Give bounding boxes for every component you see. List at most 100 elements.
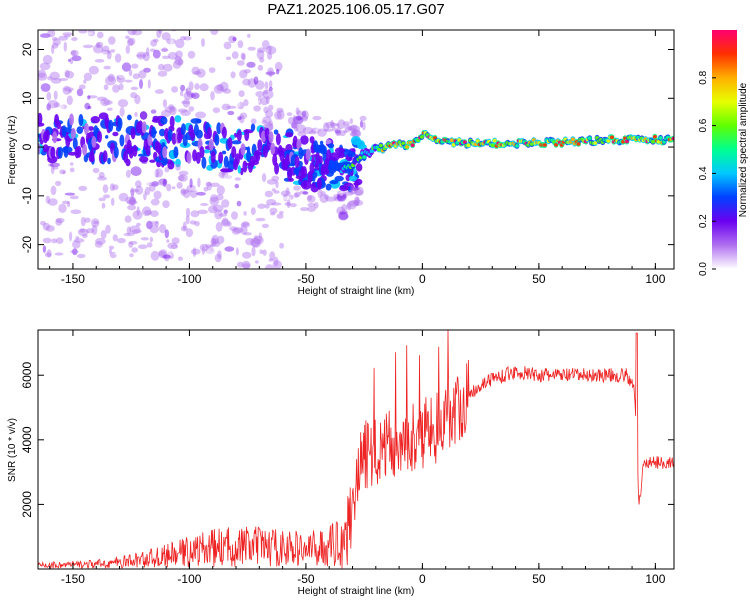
spectrogram-cell <box>51 238 57 244</box>
spectrogram-cell <box>293 193 299 198</box>
spectrogram-cell <box>149 224 159 234</box>
spectrogram-cell <box>112 184 119 191</box>
spectrogram-cell <box>178 174 188 182</box>
spectrogram-cell <box>257 96 262 106</box>
spectrogram-cell <box>339 191 344 197</box>
spectrogram-cell <box>211 234 219 244</box>
spectrogram-cell <box>255 260 259 264</box>
spectrogram-cell <box>279 242 284 249</box>
spectrogram-cell <box>125 45 130 54</box>
spectrogram-cell <box>355 163 363 172</box>
spectrogram-cell <box>91 135 97 148</box>
spectrogram-cell <box>103 84 109 91</box>
spectrogram-cell <box>338 116 348 125</box>
spectrogram-cell <box>270 142 276 155</box>
spectrogram-cell <box>88 65 99 75</box>
spectrogram-cell <box>84 174 90 180</box>
spectrogram-cell <box>275 180 279 189</box>
spectrogram-cell <box>353 186 364 196</box>
spectrogram-cell <box>83 154 89 163</box>
spectrogram-cell <box>339 210 348 215</box>
spectrogram-cell <box>182 98 190 108</box>
spectrogram-cell <box>339 130 346 137</box>
spectrogram-cell <box>335 126 342 136</box>
spectrogram-cell <box>55 218 63 226</box>
spectrogram-cell <box>153 38 159 43</box>
spectrogram-cell <box>152 115 159 122</box>
spectrogram-cell <box>255 217 266 222</box>
spectrogram-cell <box>188 81 194 91</box>
spectrogram-cell <box>82 143 88 156</box>
spectrogram-cell <box>59 169 66 175</box>
spectrogram-cell <box>330 120 334 128</box>
spectrogram-cell <box>223 199 229 203</box>
spectrogram-cell <box>196 191 207 196</box>
spectrogram-cell <box>255 80 265 90</box>
spectrogram-cell <box>247 46 256 51</box>
spectrogram-cell <box>82 44 94 49</box>
spectrogram-cell <box>210 151 216 163</box>
spectrogram-cell <box>186 151 192 164</box>
spectrogram-cell <box>38 72 48 81</box>
spectrogram-cell <box>245 237 255 246</box>
spectrogram-cell <box>273 129 279 135</box>
spectrogram-cell <box>211 238 219 245</box>
spectrogram-cell <box>253 76 259 85</box>
spectrogram-cell <box>352 199 364 206</box>
spectrogram-cell <box>162 254 172 259</box>
spectrogram-cell <box>164 229 169 239</box>
spectrogram-cell <box>264 203 270 209</box>
spectrogram-cell <box>276 107 284 113</box>
spectrogram-cell <box>135 180 142 188</box>
spectrogram-cell <box>87 95 98 99</box>
spectrogram-cell <box>187 50 196 59</box>
spectrogram-cell <box>98 197 106 202</box>
spectrogram-cell <box>64 192 76 196</box>
spectrogram-cell <box>139 160 150 170</box>
spectrogram-cell <box>78 20 89 29</box>
spectrogram-cell <box>301 110 309 120</box>
spectrogram-cell <box>233 100 241 108</box>
spectrogram-cell <box>48 163 54 167</box>
spectrogram-cell <box>339 185 349 192</box>
spectrogram-cell <box>279 210 284 215</box>
spectrogram-cell <box>196 68 206 78</box>
spectrogram-cell <box>87 105 92 110</box>
spectrogram-cell <box>222 88 232 94</box>
spectrogram-cell <box>185 228 193 238</box>
spectrogram-cell <box>351 128 357 135</box>
spectrogram-cell <box>336 190 347 199</box>
spectrogram-cell <box>66 201 71 208</box>
spectrogram-cell <box>55 180 62 186</box>
spectrogram-cell <box>205 247 215 255</box>
snr-panel: -150 -100 -50 0 50 100 2000 4000 6000 Height of … <box>7 329 675 597</box>
spectrogram-cell <box>198 41 203 49</box>
spectrogram-cell <box>246 61 256 68</box>
spectrogram-cell <box>349 186 360 191</box>
spectrogram-cell <box>150 109 157 114</box>
spectrogram-cell <box>269 70 273 78</box>
spectrogram-cell <box>224 246 235 252</box>
spectrogram-cell <box>127 37 136 46</box>
spectrogram-cell <box>449 138 454 142</box>
spectrogram-cell <box>241 260 251 269</box>
spectrogram-cell <box>265 109 274 118</box>
spectrogram-cell <box>71 37 78 41</box>
spectrogram-cell <box>166 183 172 192</box>
x-tick-label: 0 <box>419 572 426 586</box>
spectrogram-cell <box>250 207 256 216</box>
spectrogram-cell <box>184 57 190 66</box>
spectrogram-cell <box>180 188 186 196</box>
spectrogram-cell <box>221 199 230 208</box>
spectrogram-cell <box>66 36 75 45</box>
spectrogram-cell <box>128 69 133 77</box>
spectrogram-cell <box>82 31 94 36</box>
spectrogram-cell <box>233 113 238 124</box>
spectrogram-cell <box>98 171 105 179</box>
spectrogram-cell <box>239 69 248 79</box>
spectrogram-cell <box>60 104 65 111</box>
spectrogram-cell <box>235 247 239 256</box>
spectrogram-cell <box>174 58 184 66</box>
spectrogram-cell <box>189 220 197 225</box>
spectrogram-cell <box>167 45 173 53</box>
